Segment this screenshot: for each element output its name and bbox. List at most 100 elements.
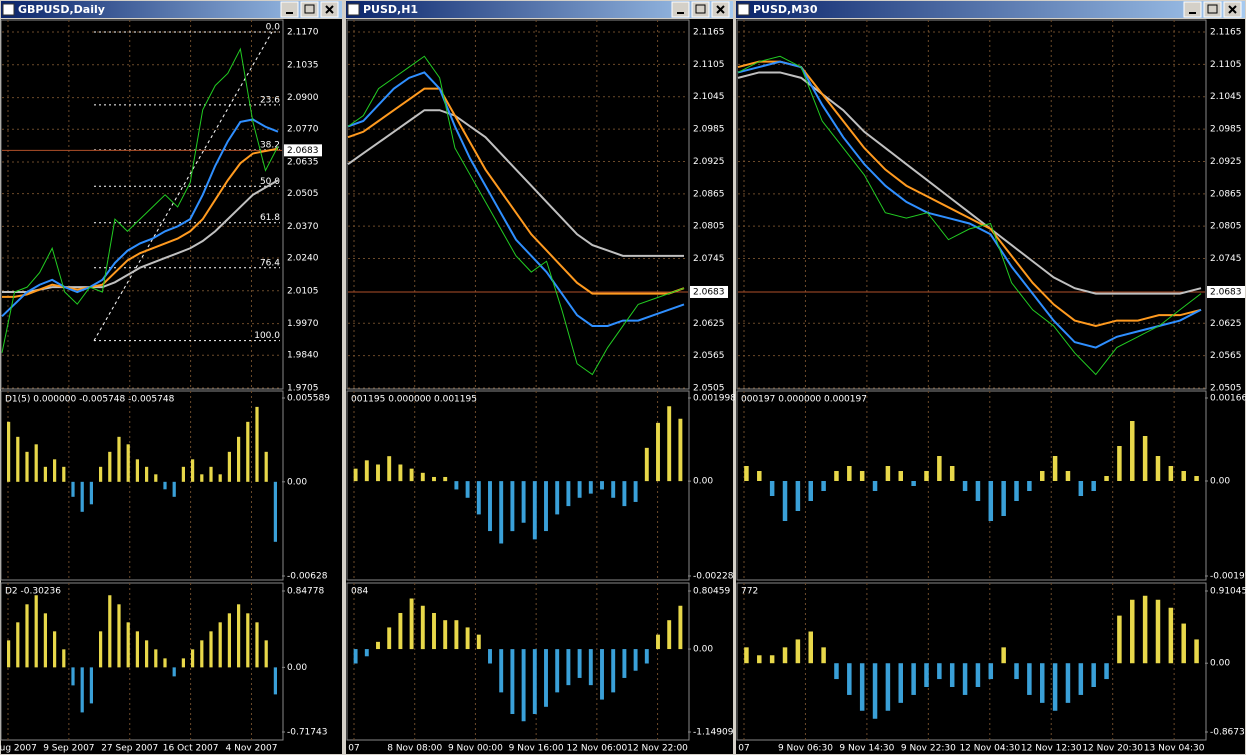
minimize-button[interactable]	[280, 1, 299, 18]
indicator-header: 000197 0.000000 0.000197	[741, 395, 867, 405]
y-tick-label: 2.1035	[287, 60, 319, 70]
icon	[1207, 4, 1218, 14]
y-tick-label: 0.84778	[287, 587, 324, 597]
y-tick-label: 0.91045	[1210, 587, 1246, 597]
y-tick-label: 2.0865	[1210, 189, 1242, 199]
y-tick-label: -0.00228	[693, 572, 734, 582]
y-tick-label: 2.0925	[693, 157, 725, 167]
pane-frame	[346, 390, 690, 581]
y-tick-label: 2.0985	[1210, 125, 1242, 135]
maximize-button[interactable]	[1203, 1, 1222, 18]
time-label: 9 Nov 22:30	[901, 744, 956, 754]
pane-frame	[0, 19, 284, 390]
minimize-button[interactable]	[671, 1, 690, 18]
title-bar	[346, 1, 733, 18]
y-tick-label: 2.1165	[693, 28, 725, 38]
y-tick-label: -0.0019'	[1210, 572, 1246, 582]
time-label: 07	[738, 744, 749, 754]
fib-label: 0.0	[266, 23, 281, 33]
y-tick-label: 1.9970	[287, 319, 319, 329]
time-label: 9 Nov 06:30	[778, 744, 833, 754]
time-label: 13 Nov 04:30	[1144, 744, 1205, 754]
minimize-button[interactable]	[1183, 1, 1202, 18]
time-label: 9 Sep 2007	[43, 744, 94, 754]
y-tick-label: 2.1165	[1210, 28, 1242, 38]
price-line	[737, 71, 1202, 295]
y-tick-label: 2.0625	[693, 319, 725, 329]
indicator-header: D1(5) 0.000000 -0.005748 -0.005748	[5, 395, 175, 405]
y-tick-label: 2.0625	[1210, 319, 1242, 329]
time-label: 12 Nov 12:30	[1021, 744, 1082, 754]
time-label: 21 Aug 2007	[0, 744, 37, 754]
y-tick-label: -0.00628	[287, 572, 328, 582]
time-label: 9 Nov 14:30	[839, 744, 894, 754]
time-label: 8 Nov 08:00	[387, 744, 442, 754]
pane-frame	[0, 582, 284, 741]
y-tick-label: 0.00	[1210, 477, 1230, 487]
y-tick-label: 2.0900	[287, 93, 319, 103]
price-line	[347, 71, 685, 327]
fib-label: 76.4	[260, 258, 280, 268]
y-tick-label: 2.0770	[287, 125, 319, 135]
current-price-label: 2.0683	[287, 146, 319, 156]
indicator-header: 772	[741, 587, 758, 597]
chart-window: GBPUSD,Daily 21 Aug 2007 9 Sep 2007 27 Sep …	[0, 0, 343, 755]
y-tick-label: 0.001998	[693, 394, 736, 404]
y-tick-label: 2.0565	[1210, 351, 1242, 361]
maximize-button[interactable]	[691, 1, 710, 18]
time-label: 16 Oct 2007	[163, 744, 219, 754]
title-bar	[1, 1, 342, 18]
y-tick-label: -1.14909	[693, 728, 734, 738]
y-tick-label: 2.0865	[693, 189, 725, 199]
price-line	[347, 55, 685, 376]
fib-label: 50.0	[260, 177, 280, 187]
indicator-header: 084	[351, 587, 368, 597]
y-tick-label: 2.0745	[693, 254, 725, 264]
icon	[1228, 5, 1237, 14]
maximize-button[interactable]	[300, 1, 319, 18]
icon	[695, 4, 706, 14]
time-label: 9 Nov 16:00	[509, 744, 564, 754]
y-tick-label: 2.0240	[287, 253, 319, 263]
y-tick-label: 2.0505	[1210, 384, 1242, 394]
icon	[304, 4, 315, 14]
y-tick-label: 0.00	[693, 477, 713, 487]
current-price-label: 2.0683	[1210, 287, 1242, 297]
y-tick-label: 2.0370	[287, 222, 319, 232]
current-price-box	[1207, 285, 1245, 298]
pane-frame	[736, 390, 1207, 581]
fib-trendline	[93, 31, 273, 341]
window-icon	[737, 3, 750, 16]
current-price-box	[690, 285, 728, 298]
y-tick-label: 0.00	[1210, 659, 1230, 669]
y-tick-label: 0.00	[287, 663, 307, 673]
pane-frame	[736, 19, 1207, 390]
y-tick-label: 2.1105	[1210, 60, 1242, 70]
indicator-header: 001195 0.000000 0.001195	[351, 395, 477, 405]
time-label: 4 Nov 2007	[226, 744, 278, 754]
fib-label: 38.2	[260, 140, 280, 150]
price-line	[2, 147, 279, 298]
time-label: 12 Nov 20:30	[1082, 744, 1143, 754]
fib-label: 100.0	[254, 331, 280, 341]
y-tick-label: 2.0985	[693, 125, 725, 135]
price-line	[1, 47, 279, 353]
window-icon	[2, 3, 15, 16]
y-tick-label: 2.1105	[693, 60, 725, 70]
current-price-box	[284, 144, 322, 157]
pane-frame	[0, 390, 284, 581]
y-tick-label: 2.0505	[693, 384, 725, 394]
y-tick-label: 0.00166	[1210, 394, 1246, 404]
y-tick-label: 2.0745	[1210, 254, 1242, 264]
price-line	[347, 87, 685, 295]
y-tick-label: 1.9840	[287, 351, 319, 361]
price-line	[737, 55, 1202, 376]
time-label: 12 Nov 04:30	[959, 744, 1020, 754]
icon	[716, 5, 725, 14]
y-tick-label: 2.1170	[287, 28, 319, 38]
time-label: 9 Nov 00:00	[448, 744, 503, 754]
y-tick-label: 2.0805	[693, 222, 725, 232]
y-tick-label: 2.1045	[693, 92, 725, 102]
current-price-label: 2.0683	[693, 287, 725, 297]
